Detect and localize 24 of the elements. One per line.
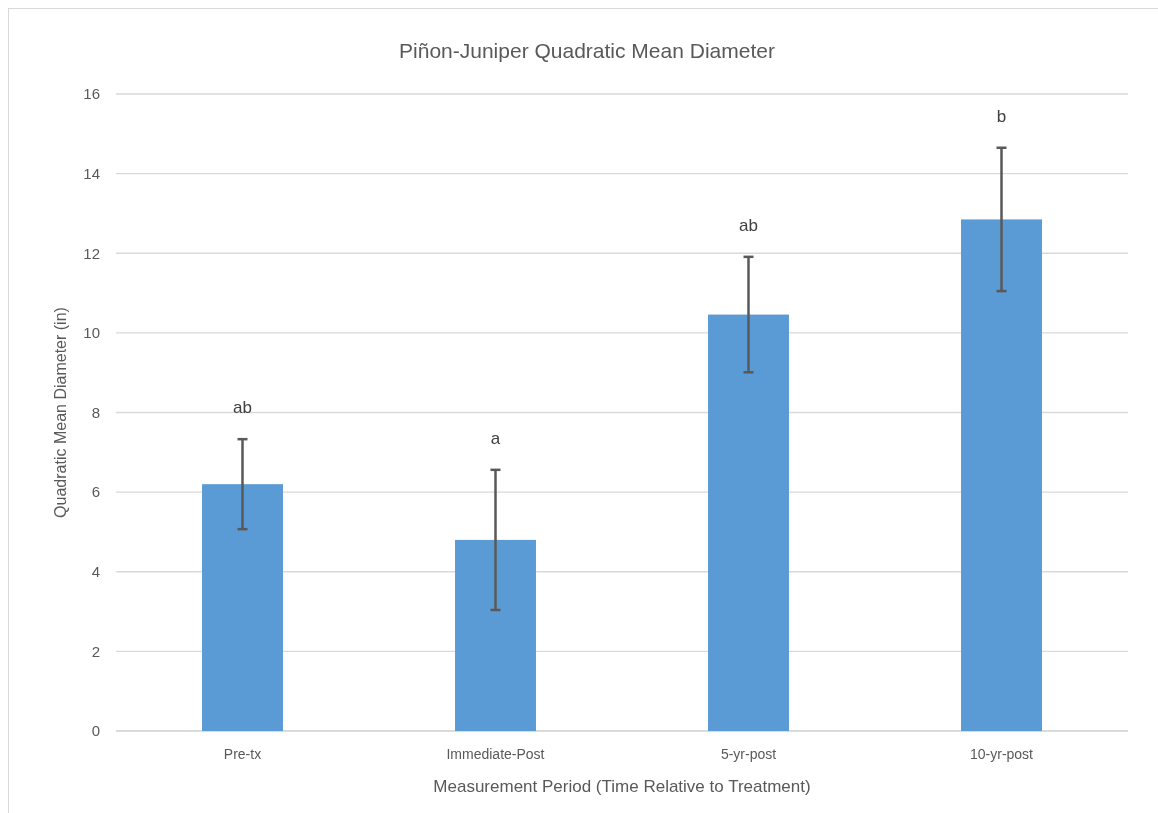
x-axis-title: Measurement Period (Time Relative to Treatment) — [433, 777, 811, 796]
chart-title: Piñon-Juniper Quadratic Mean Diameter — [399, 39, 775, 62]
y-tick-label: 12 — [83, 244, 100, 262]
annotation: a — [490, 428, 501, 448]
annotation: b — [996, 106, 1007, 126]
annotation: ab — [739, 215, 758, 235]
y-tick-label: 14 — [83, 164, 100, 182]
y-tick-label: 4 — [91, 563, 100, 580]
x-tick-label: Immediate-Post — [446, 746, 545, 762]
y-tick-label: 6 — [91, 483, 100, 501]
bar — [708, 314, 789, 731]
y-tick-label: 8 — [91, 403, 100, 421]
x-tick-label: 5-yr-post — [720, 746, 777, 762]
x-tick-label: 10-yr-post — [969, 746, 1034, 762]
y-tick-label: 2 — [91, 642, 100, 660]
y-axis-title: Quadratic Mean Diameter (in) — [52, 307, 69, 518]
y-tick-label: 10 — [83, 324, 100, 342]
bar — [961, 219, 1042, 731]
bar — [202, 484, 283, 731]
y-tick-label: 0 — [91, 722, 100, 740]
bar — [455, 539, 536, 731]
x-tick-label: Pre-tx — [223, 746, 262, 762]
annotation: ab — [233, 398, 252, 418]
y-tick-label: 16 — [83, 85, 100, 103]
